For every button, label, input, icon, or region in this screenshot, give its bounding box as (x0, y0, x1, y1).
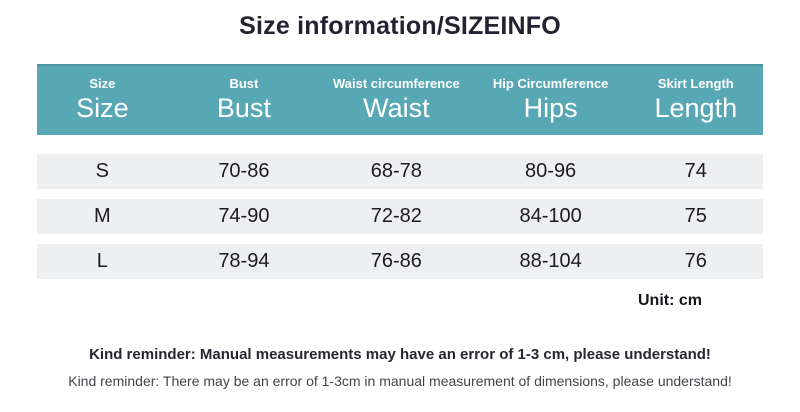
header-length-big-label: Length (654, 92, 738, 123)
header-size-big-label: Size (76, 92, 129, 123)
header-bust-small-label: Bust (229, 76, 259, 91)
table-row-size-l: L 78-94 76-86 88-104 76 (37, 244, 763, 279)
table-row-size-m: M 74-90 72-82 84-100 75 (37, 199, 763, 234)
cell-m-hips: 84-100 (519, 205, 582, 227)
cell-l-bust: 78-94 (218, 250, 270, 272)
cell-s-length: 74 (684, 160, 707, 182)
header-size-small-label: Size (89, 76, 116, 91)
header-hips-big-label: Hips (523, 92, 578, 123)
cell-l-hips: 88-104 (519, 250, 582, 272)
kind-reminder-light: Kind reminder: There may be an error of … (68, 373, 732, 389)
cell-s-waist: 68-78 (370, 160, 422, 182)
cell-l-waist: 76-86 (370, 250, 422, 272)
size-table-body: S 70-86 68-78 80-96 74 M 74-90 72-82 84-… (37, 154, 763, 279)
cell-m-waist: 72-82 (370, 205, 422, 227)
cell-m-length: 75 (684, 205, 707, 227)
header-waist-big-label: Waist (363, 92, 430, 123)
cell-m-size: M (94, 205, 111, 227)
cell-l-length: 76 (684, 250, 707, 272)
header-cell-length: Skirt Length Length (629, 66, 763, 135)
unit-label: Unit: cm (638, 292, 702, 309)
cell-s-bust: 70-86 (218, 160, 270, 182)
header-cell-hips: Hip Circumference Hips (473, 66, 629, 135)
header-hips-small-label: Hip Circumference (492, 76, 609, 91)
cell-s-hips: 80-96 (525, 160, 577, 182)
header-cell-waist: Waist circumference Waist (320, 66, 472, 135)
cell-s-size: S (95, 160, 109, 182)
size-table-header-row: Size Size Bust Bust Waist circumference … (37, 64, 763, 135)
page-title: Size information/SIZEINFO (239, 12, 561, 40)
header-cell-size: Size Size (37, 66, 168, 135)
cell-m-bust: 74-90 (218, 205, 270, 227)
header-waist-small-label: Waist circumference (333, 76, 460, 91)
header-bust-big-label: Bust (216, 92, 271, 123)
header-cell-bust: Bust Bust (168, 66, 320, 135)
kind-reminder-bold: Kind reminder: Manual measurements may h… (89, 346, 711, 363)
cell-l-size: L (96, 250, 108, 272)
header-length-small-label: Skirt Length (657, 76, 734, 91)
table-row-size-s: S 70-86 68-78 80-96 74 (37, 154, 763, 189)
size-table: Size Size Bust Bust Waist circumference … (37, 64, 763, 279)
